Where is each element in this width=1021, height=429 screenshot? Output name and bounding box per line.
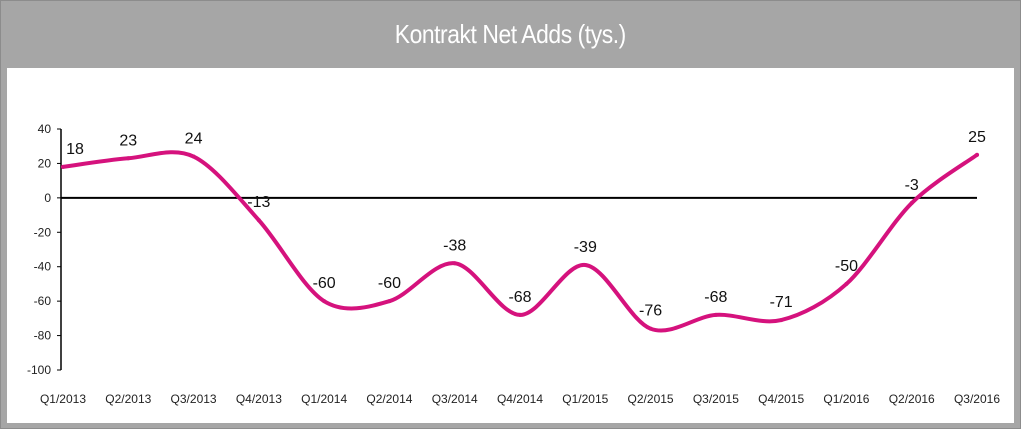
- x-tick-label: Q3/2014: [432, 392, 478, 406]
- series-layer: [61, 150, 979, 333]
- data-label: -76: [639, 303, 662, 320]
- plot-panel: 40 20 0 -20 -40 -60 -80 -100 Q1/2013 Q2/2013 Q3/2…: [7, 68, 1014, 423]
- chart-title-bar: Kontrakt Net Adds (tys.): [1, 1, 1020, 67]
- x-tick-label: Q4/2013: [236, 392, 282, 406]
- data-label: -68: [508, 289, 531, 306]
- y-tick-label: -60: [34, 294, 52, 308]
- data-label: 24: [185, 131, 203, 148]
- data-point: [713, 312, 718, 317]
- y-tick-label: -20: [34, 225, 52, 239]
- data-label: 25: [968, 129, 986, 146]
- data-label: -38: [443, 237, 466, 254]
- x-axis: Q1/2013 Q2/2013 Q3/2013 Q4/2013 Q1/2014 Q2/20…: [40, 392, 1000, 406]
- chart-title: Kontrakt Net Adds (tys.): [394, 18, 627, 49]
- y-tick-label: -40: [34, 260, 52, 274]
- data-point: [191, 154, 196, 159]
- data-point: [779, 318, 784, 323]
- data-point: [61, 164, 65, 169]
- data-label: -13: [247, 194, 270, 211]
- data-label: -39: [574, 239, 597, 256]
- x-tick-label: Q1/2013: [40, 392, 86, 406]
- data-label: -50: [835, 258, 858, 275]
- data-label: -60: [378, 275, 401, 292]
- data-label: -71: [770, 294, 793, 311]
- y-axis: 40 20 0 -20 -40 -60 -80 -100: [27, 122, 62, 377]
- data-point: [322, 299, 327, 304]
- data-point: [583, 262, 588, 267]
- x-tick-label: Q3/2015: [693, 392, 739, 406]
- x-tick-label: Q1/2014: [301, 392, 347, 406]
- x-tick-label: Q1/2015: [562, 392, 608, 406]
- x-tick-label: Q4/2015: [758, 392, 804, 406]
- data-point: [909, 201, 914, 206]
- data-point: [126, 156, 131, 161]
- y-tick-label: -100: [27, 363, 51, 377]
- x-tick-label: Q2/2013: [105, 392, 151, 406]
- x-tick-label: Q3/2016: [954, 392, 1000, 406]
- data-point: [518, 312, 522, 317]
- y-tick-label: 20: [38, 156, 52, 170]
- data-label: 18: [66, 141, 84, 158]
- data-labels: 18 23 24 -13 -60 -60 -38 -68 -39 -76 -68 -71 -50 -3 25: [66, 129, 986, 320]
- x-tick-label: Q1/2016: [823, 392, 869, 406]
- data-label: -3: [905, 177, 919, 194]
- x-tick-label: Q4/2014: [497, 392, 543, 406]
- data-point: [975, 152, 979, 157]
- y-tick-label: -80: [34, 329, 52, 343]
- data-point: [256, 218, 261, 223]
- y-tick-label: 0: [44, 191, 51, 205]
- x-tick-label: Q2/2014: [366, 392, 412, 406]
- data-point: [648, 326, 653, 331]
- y-tick-label: 40: [38, 122, 52, 136]
- data-label: -68: [704, 289, 727, 306]
- x-tick-label: Q3/2013: [171, 392, 217, 406]
- line-chart: 40 20 0 -20 -40 -60 -80 -100 Q1/2013 Q2/2013 Q3/2…: [27, 122, 1000, 406]
- data-point: [452, 261, 457, 266]
- x-tick-label: Q2/2016: [889, 392, 935, 406]
- data-point: [844, 281, 849, 286]
- data-label: 23: [119, 132, 137, 149]
- data-point: [387, 299, 392, 304]
- data-label: -60: [313, 275, 336, 292]
- x-tick-label: Q2/2015: [628, 392, 674, 406]
